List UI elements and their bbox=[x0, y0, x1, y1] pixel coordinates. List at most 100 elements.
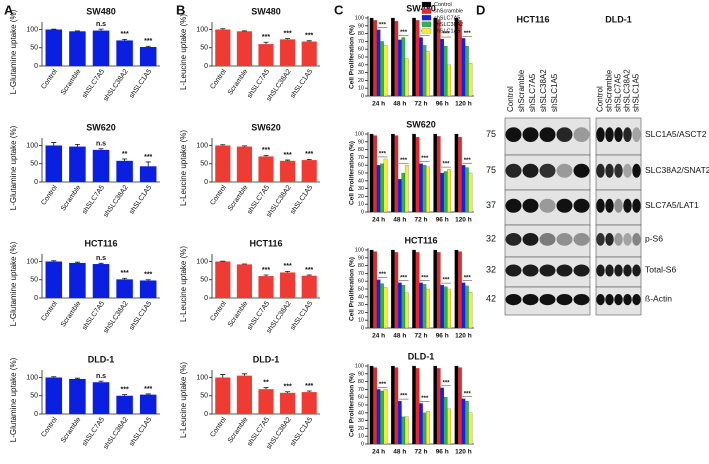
y-tick-label: 10 bbox=[358, 434, 364, 440]
bar bbox=[373, 251, 377, 329]
blot-band bbox=[614, 233, 623, 246]
y-tick-label: 70 bbox=[358, 387, 364, 393]
x-tick-label: 24 h bbox=[372, 449, 385, 456]
significance: *** bbox=[400, 394, 408, 400]
significance: *** bbox=[262, 147, 270, 154]
legend-label: shSLC38A2 bbox=[434, 22, 463, 28]
blot-band bbox=[556, 264, 573, 277]
bar bbox=[215, 377, 231, 414]
blot-band bbox=[539, 294, 556, 306]
significance: *** bbox=[464, 275, 472, 281]
bar bbox=[258, 156, 274, 182]
bar bbox=[394, 367, 399, 445]
y-axis-label: Cell Proliferation (%) bbox=[349, 25, 356, 89]
y-tick-label: 30 bbox=[358, 302, 364, 308]
significance: *** bbox=[121, 386, 129, 393]
y-tick-label: 0 bbox=[361, 209, 364, 215]
panel-label: D bbox=[476, 2, 485, 17]
bar bbox=[45, 29, 63, 66]
y-tick-label: 90 bbox=[358, 23, 364, 29]
significance: *** bbox=[121, 270, 129, 277]
bar bbox=[468, 63, 473, 97]
lane-label: shSLC1A5 bbox=[550, 73, 559, 112]
significance: *** bbox=[443, 380, 451, 386]
significance: n.s bbox=[96, 255, 106, 262]
bar bbox=[447, 408, 451, 445]
bar bbox=[69, 31, 86, 66]
bar bbox=[433, 249, 438, 329]
bar bbox=[45, 377, 63, 414]
chart-title: HCT116 bbox=[404, 235, 437, 245]
lane-label: Control bbox=[596, 86, 605, 112]
blot-band bbox=[556, 294, 573, 306]
x-tick-label: 48 h bbox=[393, 333, 406, 340]
y-tick-label: 100 bbox=[355, 247, 364, 253]
error-bar bbox=[74, 377, 80, 379]
x-tick-label: 96 h bbox=[436, 217, 449, 224]
molecular-weight: 32 bbox=[486, 264, 496, 274]
y-tick-label: 100 bbox=[26, 26, 38, 33]
bar bbox=[380, 390, 384, 445]
blot-band bbox=[632, 127, 641, 143]
x-tick-label: shSLC1A5 bbox=[289, 416, 314, 448]
significance: n.s bbox=[96, 21, 106, 28]
blot-band bbox=[614, 163, 623, 178]
x-tick-label: shSLC38A2 bbox=[103, 184, 130, 219]
panel-label: B bbox=[176, 2, 185, 17]
x-tick-label: Control bbox=[40, 416, 59, 439]
y-tick-label: 10 bbox=[358, 202, 364, 208]
bar bbox=[139, 166, 157, 182]
y-tick-label: 90 bbox=[358, 139, 364, 145]
molecular-weight: 42 bbox=[486, 293, 496, 303]
bar bbox=[447, 169, 451, 213]
bar bbox=[92, 382, 110, 414]
blot-band bbox=[632, 198, 641, 213]
significance: n.s bbox=[96, 373, 106, 380]
bar bbox=[443, 286, 448, 329]
error-bar bbox=[285, 38, 291, 40]
x-tick-label: Control bbox=[40, 68, 59, 91]
blot-band bbox=[614, 294, 623, 306]
legend-label: Control bbox=[434, 2, 452, 8]
significance: n.s bbox=[96, 141, 106, 148]
bar bbox=[404, 292, 409, 329]
blot-band bbox=[614, 127, 623, 143]
y-tick-label: 0 bbox=[204, 63, 208, 70]
x-tick-label: 48 h bbox=[393, 217, 406, 224]
blot-band bbox=[596, 127, 605, 143]
bar bbox=[383, 158, 388, 213]
bar bbox=[415, 368, 420, 445]
cell-line-label: DLD-1 bbox=[605, 14, 632, 24]
significance: *** bbox=[400, 158, 408, 164]
bar bbox=[436, 252, 441, 329]
y-tick-label: 50 bbox=[30, 277, 38, 284]
bar bbox=[447, 64, 451, 97]
error-bar bbox=[145, 279, 151, 281]
blot-band bbox=[605, 198, 614, 213]
bar bbox=[369, 365, 374, 445]
bar bbox=[465, 285, 469, 329]
legend-label: shSLC1A5 bbox=[434, 28, 460, 34]
x-tick-label: shSLC1A5 bbox=[128, 68, 153, 100]
error-bar bbox=[285, 159, 291, 161]
blot-band bbox=[505, 294, 522, 306]
bar bbox=[433, 365, 438, 445]
significance: *** bbox=[443, 32, 451, 38]
bar bbox=[45, 261, 63, 298]
significance: *** bbox=[421, 156, 429, 162]
bar bbox=[440, 38, 445, 97]
bar bbox=[426, 288, 430, 329]
y-tick-label: 0 bbox=[34, 63, 38, 70]
blot-band bbox=[605, 163, 614, 178]
cell-line-label: HCT116 bbox=[516, 14, 549, 24]
bar bbox=[458, 251, 462, 329]
y-tick-label: 100 bbox=[196, 258, 208, 265]
y-axis-label: L-Leucine uptake (%) bbox=[179, 14, 188, 90]
error-bar bbox=[306, 274, 312, 276]
blot-band bbox=[623, 127, 632, 143]
x-tick-label: 72 h bbox=[414, 333, 427, 340]
blot-band bbox=[632, 264, 641, 277]
y-tick-label: 40 bbox=[358, 410, 364, 416]
bar bbox=[280, 392, 296, 414]
bar bbox=[280, 272, 296, 298]
